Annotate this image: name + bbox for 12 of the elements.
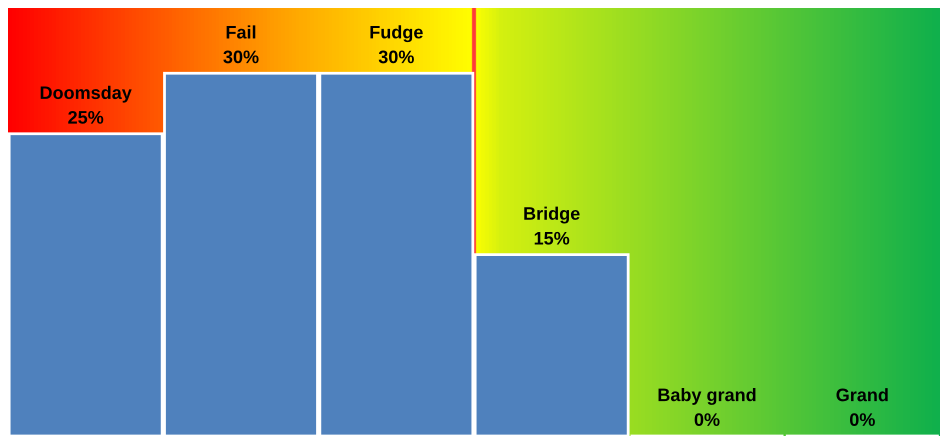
x-tick-label: Bridge bbox=[524, 206, 580, 224]
data-label: 15% bbox=[534, 232, 570, 245]
x-tick-label: Grand bbox=[836, 388, 888, 402]
data-label: 25% bbox=[68, 110, 104, 124]
x-tick-label: Fudge bbox=[370, 25, 423, 42]
data-label: 0% bbox=[850, 413, 875, 426]
x-tick-label: Fail bbox=[226, 25, 256, 39]
data-label: 0% bbox=[694, 413, 720, 426]
x-tick-label: Baby grand bbox=[658, 388, 756, 405]
data-label: 30% bbox=[223, 50, 259, 64]
x-tick-label: Doomsday bbox=[40, 86, 132, 103]
data-label: 30% bbox=[378, 50, 414, 64]
